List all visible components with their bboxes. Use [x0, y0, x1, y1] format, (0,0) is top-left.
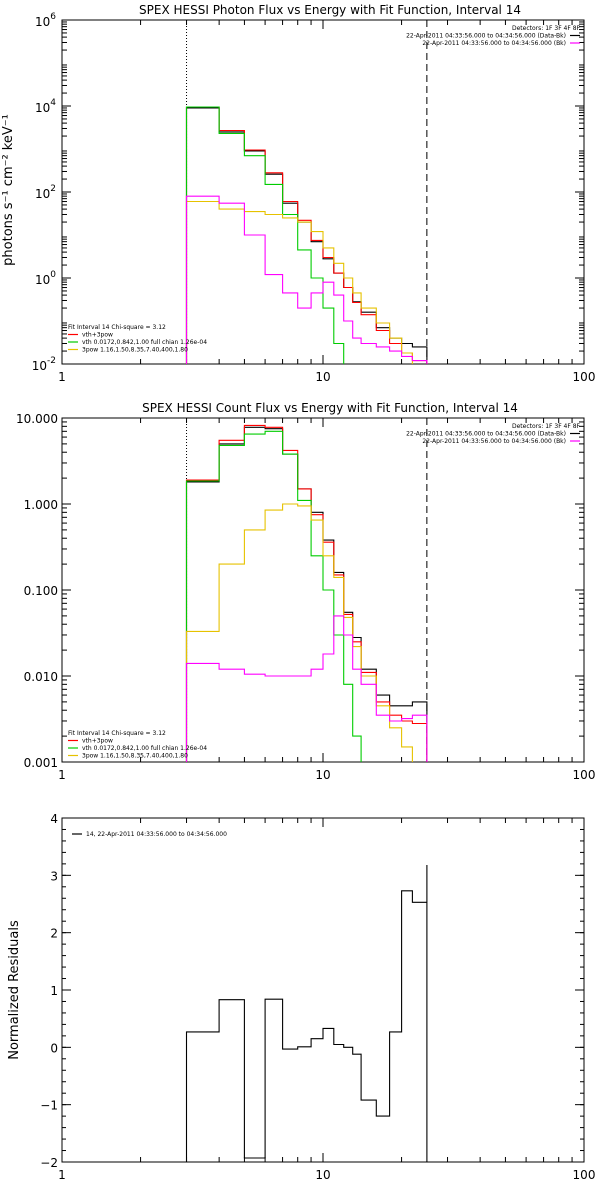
y-tick-label: −2 [40, 1156, 58, 1170]
y-tick-label: 100 [35, 270, 56, 287]
plot-frame [61, 19, 585, 365]
panel-title: SPEX HESSI Count Flux vs Energy with Fit… [142, 401, 518, 415]
x-tick-label: 1 [58, 370, 66, 384]
y-tick-label: 2 [50, 927, 58, 941]
residuals-panel: Normalized Residuals 1 10 100 −2 −1 0 1 2 3 4 14,… [7, 812, 595, 1182]
y-axis-label: Normalized Residuals [7, 920, 22, 1060]
legend-entry: vth+3pow [82, 332, 113, 339]
x-tick-label: 100 [573, 768, 596, 782]
y-tick-label: 4 [50, 812, 58, 826]
series-line [185, 426, 428, 762]
series-group [185, 106, 428, 364]
header-entry: Detectors: 1F 3F 4F 8F [512, 423, 581, 430]
axis-ticks: 1 10 100 0.001 0.010 0.100 1.000 10.000 [16, 412, 595, 782]
legend-entry: vth 0.0172,0.842,1.00 full chian 1.26e-0… [82, 339, 207, 346]
plot-frame [61, 817, 585, 1163]
y-axis-label: photons s⁻¹ cm⁻² keV⁻¹ [1, 114, 16, 266]
series-line [185, 503, 413, 762]
y-tick-label: 0 [50, 1041, 58, 1055]
legend-entry: 3pow 1.16,1.50,8.35,7.40,400,1.80 [82, 347, 188, 354]
x-tick-label: 10 [315, 768, 330, 782]
legend-entry: Fit Interval 14 Chi-square = 3.12 [68, 730, 166, 737]
header-entry: Detectors: 1F 3F 4F 8F [512, 25, 581, 32]
count-flux-panel: SPEX HESSI Count Flux vs Energy with Fit… [16, 401, 595, 782]
legend: Fit Interval 14 Chi-square = 3.12vth+3po… [68, 324, 207, 354]
y-tick-label: 106 [35, 12, 56, 29]
series-line [185, 865, 428, 1162]
y-tick-label: 1.000 [24, 498, 58, 512]
header-entry: 22-Apr-2011 04:33:56.000 to 04:34:56.000… [422, 438, 566, 445]
series-line [185, 200, 413, 364]
series-group [185, 865, 428, 1162]
header-entry: 22-Apr-2011 04:33:56.000 to 04:34:56.000… [406, 431, 566, 438]
y-tick-label: 10.000 [16, 412, 58, 426]
x-tick-label: 100 [573, 370, 596, 384]
series-group [185, 424, 428, 762]
y-tick-label: 3 [50, 869, 58, 883]
photon-flux-panel: SPEX HESSI Photon Flux vs Energy with Fi… [1, 3, 595, 384]
y-tick-label: 10-2 [32, 356, 56, 373]
series-line [185, 430, 362, 762]
series-line [185, 106, 345, 364]
y-tick-label: 0.100 [24, 584, 58, 598]
guide-lines [186, 20, 428, 364]
legend-entry: vth 0.0172,0.842,1.00 full chian 1.26e-0… [82, 745, 207, 752]
guide-lines [186, 418, 428, 762]
y-tick-label: 0.001 [24, 756, 58, 770]
axis-ticks: 1 10 100 10-2 100 102 104 106 [32, 12, 596, 384]
series-line [185, 424, 428, 762]
header-entry: 22-Apr-2011 04:33:56.000 to 04:34:56.000… [406, 33, 566, 40]
legend-entry: 14, 22-Apr-2011 04:33:56.000 to 04:34:56… [86, 831, 227, 838]
x-tick-label: 1 [58, 768, 66, 782]
x-tick-label: 1 [58, 1168, 66, 1182]
series-line [185, 615, 428, 762]
legend: 14, 22-Apr-2011 04:33:56.000 to 04:34:56… [72, 831, 227, 838]
x-tick-label: 10 [315, 370, 330, 384]
x-tick-label: 100 [573, 1168, 596, 1182]
legend-entry: vth+3pow [82, 738, 113, 745]
y-tick-label: 104 [35, 98, 56, 115]
legend: Fit Interval 14 Chi-square = 3.12vth+3po… [68, 730, 207, 760]
y-tick-label: 1 [50, 984, 58, 998]
series-line [185, 195, 428, 364]
y-tick-label: 0.010 [24, 670, 58, 684]
x-tick-label: 10 [315, 1168, 330, 1182]
y-tick-label: −1 [40, 1099, 58, 1113]
y-tick-label: 102 [35, 184, 56, 201]
series-line [185, 106, 428, 364]
header-entry: 22-Apr-2011 04:33:56.000 to 04:34:56.000… [422, 40, 566, 47]
series-line [185, 107, 428, 364]
legend-entry: 3pow 1.16,1.50,8.35,7.40,400,1.80 [82, 753, 188, 760]
axis-ticks: 1 10 100 −2 −1 0 1 2 3 4 [40, 812, 595, 1182]
legend-entry: Fit Interval 14 Chi-square = 3.12 [68, 324, 166, 331]
panel-title: SPEX HESSI Photon Flux vs Energy with Fi… [139, 3, 521, 17]
